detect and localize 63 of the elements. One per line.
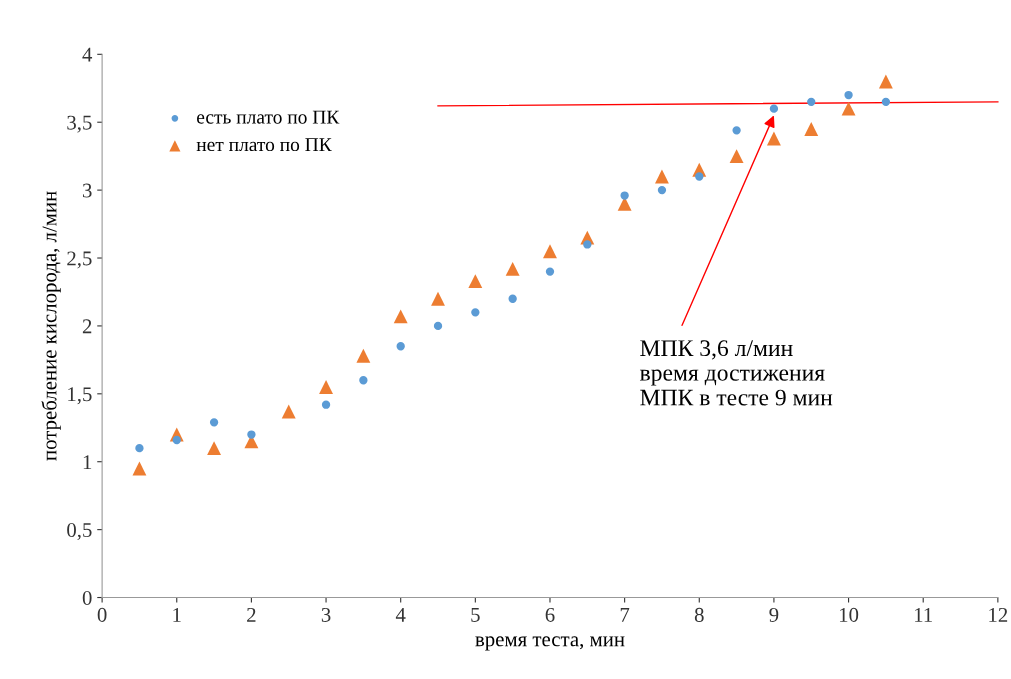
point xyxy=(729,149,744,164)
point xyxy=(393,309,408,324)
y-tick-label: 0,5 xyxy=(67,522,92,541)
y-tick-label: 1,5 xyxy=(68,387,92,405)
x-tick-label: 10 xyxy=(839,607,859,622)
y-tick-label: 3,5 xyxy=(67,115,92,133)
point xyxy=(319,380,333,394)
point xyxy=(471,308,480,317)
point xyxy=(209,418,219,427)
point xyxy=(508,294,517,303)
legend-label: нет плато по ПК xyxy=(196,138,332,152)
point xyxy=(505,261,520,276)
point xyxy=(207,441,222,456)
point xyxy=(583,240,592,249)
x-tick-label: 7 xyxy=(620,608,630,622)
annotation: МПК 3,6 л/мин время достижения МПК в тесте 9 мин xyxy=(639,340,833,406)
point xyxy=(878,74,893,89)
point xyxy=(172,435,181,445)
y-axis-title: потребление кислорода, л/мин xyxy=(41,191,61,461)
point xyxy=(132,461,147,476)
point xyxy=(841,101,856,116)
y-tick-label: 1 xyxy=(83,455,92,469)
point xyxy=(732,126,741,135)
x-tick-label: 2 xyxy=(247,607,256,622)
y-tick-label: 2 xyxy=(82,319,92,334)
x-tick-label: 8 xyxy=(694,607,704,622)
legend-label: есть плато по ПК xyxy=(197,110,340,124)
point xyxy=(359,376,368,385)
point xyxy=(766,131,781,146)
point xyxy=(769,104,779,113)
point xyxy=(881,97,891,107)
point xyxy=(135,443,144,453)
x-tick-label: 1 xyxy=(173,607,181,622)
x-tick-label: 4 xyxy=(395,607,406,622)
point xyxy=(431,291,445,306)
point xyxy=(545,267,555,276)
point xyxy=(620,191,629,200)
point xyxy=(655,169,669,184)
point xyxy=(433,321,443,331)
point xyxy=(695,172,704,181)
point xyxy=(807,97,816,107)
point xyxy=(321,400,331,409)
x-tick-label: 9 xyxy=(769,607,779,622)
y-tick-label: 0 xyxy=(82,590,92,605)
point xyxy=(657,185,667,195)
x-tick-label: 6 xyxy=(545,607,555,622)
point xyxy=(844,90,853,100)
point xyxy=(396,342,405,351)
y-tick-label: 3 xyxy=(82,183,92,198)
x-tick-label: 0 xyxy=(97,607,107,622)
point xyxy=(543,244,557,259)
point xyxy=(356,348,371,363)
x-tick-label: 3 xyxy=(321,607,331,622)
point xyxy=(247,430,256,439)
x-axis-title: время теста, мин xyxy=(475,636,625,651)
point xyxy=(281,404,296,419)
y-tick-label: 4 xyxy=(82,47,93,62)
y-tick-label: 2,5 xyxy=(67,251,92,269)
point xyxy=(468,274,483,289)
x-tick-label: 11 xyxy=(915,607,932,622)
x-tick-label: 12 xyxy=(989,607,1008,622)
x-tick-label: 5 xyxy=(471,608,480,622)
point xyxy=(804,122,819,136)
